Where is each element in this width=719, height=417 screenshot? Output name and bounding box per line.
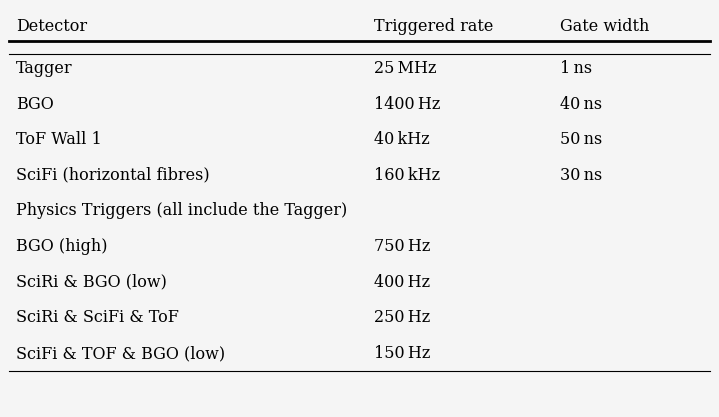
Text: Gate width: Gate width	[560, 18, 649, 35]
Text: 750 Hz: 750 Hz	[374, 238, 430, 255]
Text: SciFi (horizontal fibres): SciFi (horizontal fibres)	[16, 167, 209, 184]
Text: 150 Hz: 150 Hz	[374, 345, 430, 362]
Text: Physics Triggers (all include the Tagger): Physics Triggers (all include the Tagger…	[16, 203, 347, 219]
Text: 160 kHz: 160 kHz	[374, 167, 440, 184]
Text: 250 Hz: 250 Hz	[374, 309, 430, 327]
Text: 25 MHz: 25 MHz	[374, 60, 436, 77]
Text: 40 ns: 40 ns	[560, 95, 603, 113]
Text: ToF Wall 1: ToF Wall 1	[16, 131, 101, 148]
Text: Triggered rate: Triggered rate	[374, 18, 493, 35]
Text: 50 ns: 50 ns	[560, 131, 603, 148]
Text: BGO: BGO	[16, 95, 53, 113]
Text: 1400 Hz: 1400 Hz	[374, 95, 440, 113]
Text: SciRi & BGO (low): SciRi & BGO (low)	[16, 274, 167, 291]
Text: Detector: Detector	[16, 18, 87, 35]
Text: SciFi & TOF & BGO (low): SciFi & TOF & BGO (low)	[16, 345, 225, 362]
Text: 1 ns: 1 ns	[560, 60, 592, 77]
Text: 400 Hz: 400 Hz	[374, 274, 430, 291]
Text: BGO (high): BGO (high)	[16, 238, 107, 255]
Text: 40 kHz: 40 kHz	[374, 131, 429, 148]
Text: Tagger: Tagger	[16, 60, 73, 77]
Text: 30 ns: 30 ns	[560, 167, 603, 184]
Text: SciRi & SciFi & ToF: SciRi & SciFi & ToF	[16, 309, 178, 327]
